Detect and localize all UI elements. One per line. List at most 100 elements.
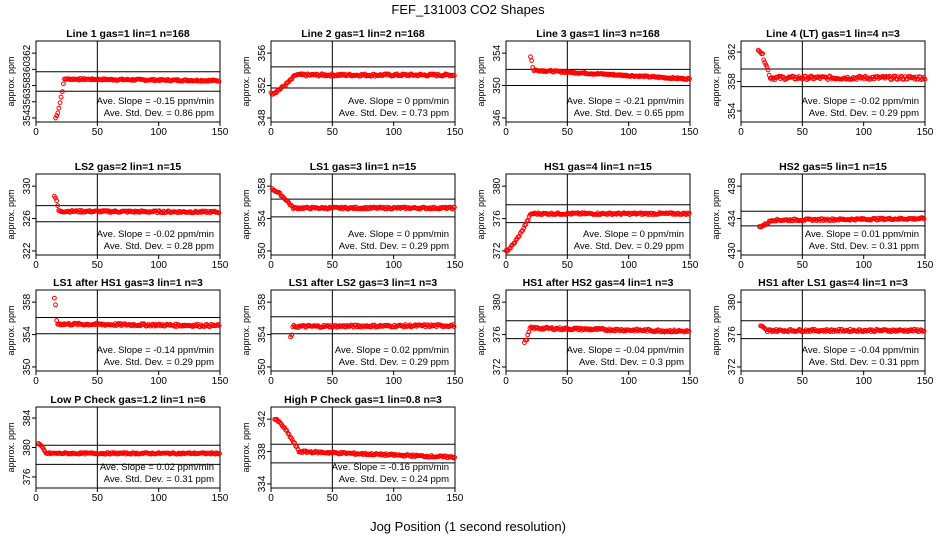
x-tick-label: 150 bbox=[447, 493, 464, 504]
x-tick-label: 150 bbox=[682, 260, 699, 271]
figure-x-axis-label: Jog Position (1 second resolution) bbox=[370, 519, 566, 534]
y-axis-label: approx. ppm bbox=[476, 189, 486, 239]
data-points bbox=[36, 441, 222, 457]
panel-title: LS1 gas=3 lin=1 n=15 bbox=[310, 161, 417, 173]
panel: Line 4 (LT) gas=1 lin=4 n=3 0 50 100 150 354 3… bbox=[711, 28, 934, 138]
panel-title: Line 2 gas=1 lin=2 n=168 bbox=[301, 28, 425, 40]
panel: Line 3 gas=1 lin=3 n=168 0 50 100 150 346 350 3… bbox=[476, 28, 699, 138]
y-tick-label: 380 bbox=[22, 439, 33, 456]
y-tick-label: 376 bbox=[22, 468, 33, 485]
y-axis-label: approx. ppm bbox=[711, 56, 721, 106]
panel: Line 2 gas=1 lin=2 n=168 0 50 100 150 348 352 3… bbox=[241, 28, 464, 138]
y-tick-label: 342 bbox=[257, 410, 268, 427]
data-points bbox=[52, 295, 222, 330]
x-tick-label: 0 bbox=[33, 493, 39, 504]
data-point bbox=[686, 328, 692, 334]
x-tick-label: 50 bbox=[92, 493, 104, 504]
panel-title: HS1 after HS2 gas=4 lin=1 n=3 bbox=[523, 277, 674, 289]
y-tick-label: 354 bbox=[22, 326, 33, 343]
slope-annotation: Ave. Slope = 0 ppm/min bbox=[348, 96, 449, 107]
stddev-annotation: Ave. Std. Dev. = 0.29 ppm bbox=[574, 241, 684, 252]
x-tick-label: 0 bbox=[738, 260, 744, 271]
slope-annotation: Ave. Slope = -0.21 ppm/min bbox=[567, 96, 684, 107]
x-tick-label: 0 bbox=[503, 260, 509, 271]
data-point bbox=[804, 77, 810, 83]
slope-annotation: Ave. Slope = 0 ppm/min bbox=[583, 229, 684, 240]
data-point bbox=[528, 54, 533, 60]
data-point bbox=[512, 240, 518, 246]
x-tick-label: 50 bbox=[327, 127, 339, 138]
x-tick-label: 100 bbox=[150, 127, 167, 138]
slope-annotation: Ave. Slope = -0.02 ppm/min bbox=[802, 96, 919, 107]
data-point bbox=[54, 198, 59, 204]
y-tick-label: 354 bbox=[727, 102, 738, 119]
x-tick-label: 100 bbox=[150, 376, 167, 387]
x-tick-label: 150 bbox=[447, 260, 464, 271]
stddev-annotation: Ave. Std. Dev. = 0.28 ppm bbox=[104, 241, 214, 252]
x-tick-label: 100 bbox=[385, 376, 402, 387]
data-points bbox=[268, 71, 457, 97]
data-point bbox=[762, 60, 768, 65]
y-tick-label: 350 bbox=[22, 358, 33, 375]
data-points bbox=[269, 186, 457, 212]
panel-title: LS1 after LS2 gas=3 lin=1 n=3 bbox=[289, 277, 438, 289]
x-tick-label: 150 bbox=[212, 127, 229, 138]
x-tick-label: 100 bbox=[620, 127, 637, 138]
y-tick-label: 348 bbox=[257, 109, 268, 126]
y-tick-label: 380 bbox=[492, 293, 503, 310]
panel-title: Line 3 gas=1 lin=3 n=168 bbox=[536, 28, 660, 40]
slope-annotation: Ave. Slope = -0.04 ppm/min bbox=[567, 345, 684, 356]
x-tick-label: 150 bbox=[682, 127, 699, 138]
data-point bbox=[528, 324, 534, 330]
x-tick-label: 0 bbox=[268, 260, 274, 271]
y-tick-label: 350 bbox=[492, 77, 503, 94]
y-tick-label: 438 bbox=[727, 177, 738, 194]
y-axis-label: approx. ppm bbox=[476, 305, 486, 355]
data-point bbox=[451, 324, 457, 330]
y-tick-label: 360 bbox=[22, 61, 33, 78]
x-tick-label: 0 bbox=[738, 376, 744, 387]
data-point bbox=[284, 428, 290, 434]
x-tick-label: 50 bbox=[562, 260, 574, 271]
panel-title: HS2 gas=5 lin=1 n=15 bbox=[779, 161, 887, 173]
stddev-annotation: Ave. Std. Dev. = 0.65 ppm bbox=[574, 108, 684, 119]
x-tick-label: 0 bbox=[33, 376, 39, 387]
x-tick-label: 100 bbox=[385, 493, 402, 504]
x-tick-label: 50 bbox=[797, 260, 809, 271]
x-tick-label: 50 bbox=[92, 127, 104, 138]
x-tick-label: 0 bbox=[738, 127, 744, 138]
panel-title: Line 1 gas=1 lin=1 n=168 bbox=[66, 28, 190, 40]
x-tick-label: 150 bbox=[917, 127, 934, 138]
x-tick-label: 0 bbox=[268, 493, 274, 504]
x-tick-label: 100 bbox=[855, 376, 872, 387]
data-point bbox=[894, 77, 900, 82]
x-tick-label: 50 bbox=[797, 127, 809, 138]
panel: High P Check gas=1 lin=0.8 n=3 0 50 100 150 3… bbox=[241, 394, 464, 504]
data-point bbox=[687, 76, 692, 82]
y-tick-label: 380 bbox=[727, 293, 738, 310]
y-tick-label: 350 bbox=[257, 242, 268, 259]
data-point bbox=[55, 110, 61, 116]
y-tick-label: 430 bbox=[727, 242, 738, 259]
y-tick-label: 334 bbox=[257, 475, 268, 492]
y-axis-label: approx. ppm bbox=[711, 189, 721, 239]
x-tick-label: 100 bbox=[855, 260, 872, 271]
y-tick-label: 376 bbox=[727, 326, 738, 343]
stddev-annotation: Ave. Std. Dev. = 0.86 ppm bbox=[104, 108, 214, 119]
stddev-annotation: Ave. Std. Dev. = 0.29 ppm bbox=[809, 108, 919, 119]
slope-annotation: Ave. Slope = -0.02 ppm/min bbox=[97, 229, 214, 240]
y-tick-label: 372 bbox=[727, 358, 738, 375]
data-point bbox=[277, 87, 283, 92]
y-tick-label: 358 bbox=[22, 77, 33, 94]
data-points bbox=[755, 47, 928, 83]
x-tick-label: 150 bbox=[447, 376, 464, 387]
data-point bbox=[761, 57, 767, 63]
y-tick-label: 330 bbox=[22, 177, 33, 194]
plot-frame bbox=[35, 289, 221, 372]
stddev-annotation: Ave. Std. Dev. = 0.29 ppm bbox=[104, 357, 214, 368]
slope-annotation: Ave. Slope = -0.14 ppm/min bbox=[97, 345, 214, 356]
x-tick-label: 150 bbox=[212, 376, 229, 387]
data-points bbox=[53, 76, 222, 121]
plot-frame bbox=[270, 40, 456, 123]
